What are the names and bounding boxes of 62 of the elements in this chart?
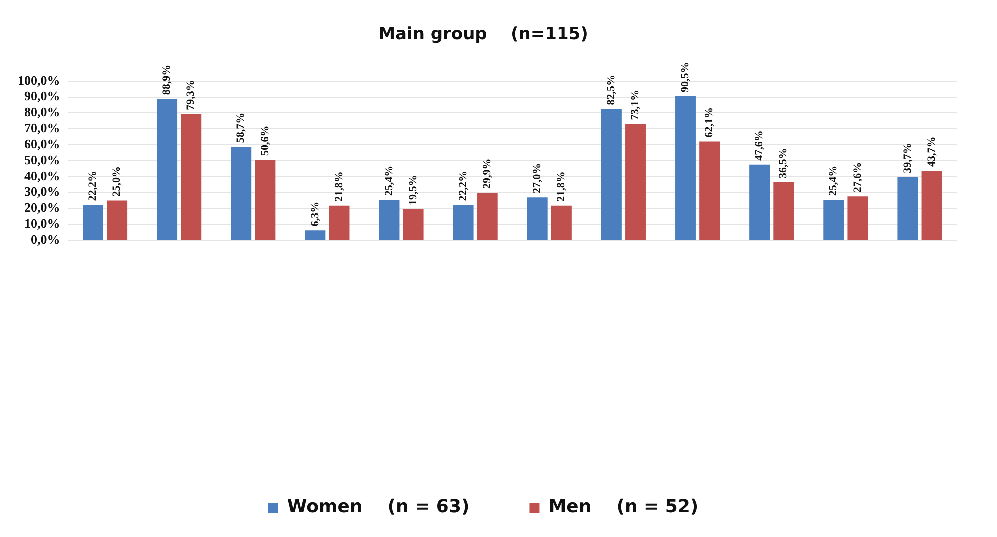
data-label: 39,7% (902, 143, 914, 174)
bar (181, 114, 202, 240)
data-label: 22,2% (87, 171, 100, 202)
legend-label: Women (n = 63) (287, 496, 470, 518)
bar (551, 206, 572, 240)
y-tick-label: 100,0% (18, 72, 60, 88)
data-label: 25,4% (828, 166, 840, 196)
data-label: 21,8% (556, 172, 568, 202)
bar (477, 193, 498, 240)
bar (848, 196, 868, 240)
bar (824, 200, 844, 240)
bar (676, 96, 696, 240)
data-label: 19,5% (407, 175, 420, 206)
data-label: 50,6% (259, 126, 272, 156)
y-tick-label: 0,0% (31, 232, 60, 247)
data-label: 36,5% (778, 148, 790, 178)
bar (601, 109, 622, 240)
y-tick-label: 50,0% (24, 152, 60, 168)
data-label: 79,3% (185, 80, 198, 110)
y-tick-label: 10,0% (24, 216, 60, 232)
y-tick-label: 60,0% (24, 136, 60, 152)
data-label: 73,1% (630, 90, 642, 120)
bar (305, 230, 326, 240)
bar (626, 124, 646, 240)
y-tick-label: 90,0% (24, 88, 60, 104)
data-label: 29,9% (481, 158, 494, 189)
bar (774, 182, 794, 240)
bar (107, 200, 128, 240)
data-label: 27,6% (852, 162, 864, 193)
data-label: 22,2% (457, 171, 470, 202)
bar (231, 147, 252, 240)
bar (83, 205, 104, 240)
bar (403, 210, 424, 240)
y-tick-label: 30,0% (24, 184, 60, 200)
data-label: 27,0% (531, 163, 544, 194)
y-tick-label: 40,0% (24, 168, 60, 184)
data-label: 90,5% (680, 62, 692, 93)
data-label: 43,7% (926, 136, 938, 168)
bar (453, 205, 474, 240)
data-label: 82,5% (606, 75, 618, 106)
data-label: 88,9% (161, 64, 174, 96)
data-label: 47,6% (754, 130, 766, 161)
data-label: 6,3% (309, 202, 322, 227)
bar (329, 206, 350, 240)
bar (898, 177, 918, 240)
bar (157, 99, 178, 240)
y-tick-label: 80,0% (24, 104, 60, 120)
bar (750, 164, 770, 240)
data-label: 58,7% (235, 112, 248, 144)
data-label: 25,0% (111, 166, 124, 197)
legend-label: Men (n = 52) (548, 496, 699, 518)
bar (255, 160, 276, 240)
data-label: 25,4% (383, 166, 396, 196)
bar (527, 198, 548, 240)
data-label: 62,1% (704, 107, 716, 138)
bar (700, 142, 720, 240)
data-label: 21,8% (333, 172, 346, 202)
bar (379, 200, 400, 240)
bar (922, 171, 942, 240)
chart-title: Main group (n=115) (378, 24, 588, 45)
y-tick-label: 20,0% (24, 200, 60, 216)
y-tick-label: 70,0% (24, 120, 60, 136)
